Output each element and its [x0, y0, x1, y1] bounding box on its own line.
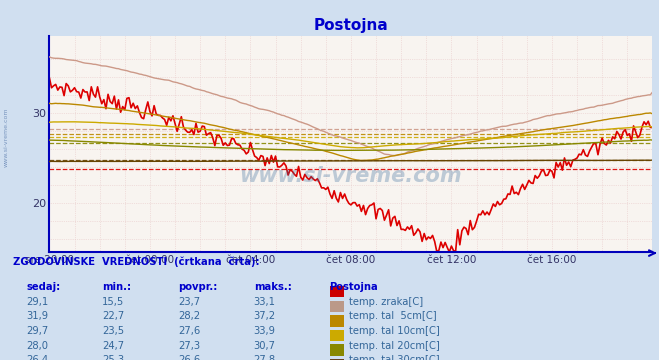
Text: 30,7: 30,7	[254, 341, 275, 351]
Text: 37,2: 37,2	[254, 311, 276, 321]
Text: sedaj:: sedaj:	[26, 282, 61, 292]
Text: povpr.:: povpr.:	[178, 282, 217, 292]
Bar	[330, 286, 344, 297]
Text: 29,1: 29,1	[26, 297, 49, 307]
Text: 28,0: 28,0	[26, 341, 48, 351]
Bar	[330, 330, 344, 341]
Text: maks.:: maks.:	[254, 282, 291, 292]
Text: temp. tal 20cm[C]: temp. tal 20cm[C]	[349, 341, 440, 351]
Text: 25,3: 25,3	[102, 355, 125, 360]
Text: www.si-vreme.com: www.si-vreme.com	[3, 107, 9, 167]
Text: 23,5: 23,5	[102, 326, 125, 336]
Text: 27,6: 27,6	[178, 326, 200, 336]
Text: min.:: min.:	[102, 282, 131, 292]
Text: 28,2: 28,2	[178, 311, 200, 321]
Text: 27,3: 27,3	[178, 341, 200, 351]
Text: 26,6: 26,6	[178, 355, 200, 360]
Text: temp. tal 30cm[C]: temp. tal 30cm[C]	[349, 355, 440, 360]
Text: temp. tal  5cm[C]: temp. tal 5cm[C]	[349, 311, 437, 321]
Bar	[330, 315, 344, 327]
Text: www.si-vreme.com: www.si-vreme.com	[240, 166, 462, 186]
Text: 22,7: 22,7	[102, 311, 125, 321]
Bar	[330, 344, 344, 356]
Text: 26,4: 26,4	[26, 355, 49, 360]
Text: 24,7: 24,7	[102, 341, 125, 351]
Text: ZGODOVINSKE  VREDNOSTI  (črtkana  črta):: ZGODOVINSKE VREDNOSTI (črtkana črta):	[13, 256, 260, 267]
Text: 33,9: 33,9	[254, 326, 275, 336]
Text: 29,7: 29,7	[26, 326, 49, 336]
Text: 31,9: 31,9	[26, 311, 49, 321]
Text: 27,8: 27,8	[254, 355, 276, 360]
Text: Postojna: Postojna	[330, 282, 378, 292]
Text: 23,7: 23,7	[178, 297, 200, 307]
Text: 15,5: 15,5	[102, 297, 125, 307]
Title: Postojna: Postojna	[314, 18, 388, 33]
Bar	[330, 301, 344, 312]
Text: temp. zraka[C]: temp. zraka[C]	[349, 297, 423, 307]
Bar	[330, 359, 344, 360]
Text: 33,1: 33,1	[254, 297, 275, 307]
Text: temp. tal 10cm[C]: temp. tal 10cm[C]	[349, 326, 440, 336]
